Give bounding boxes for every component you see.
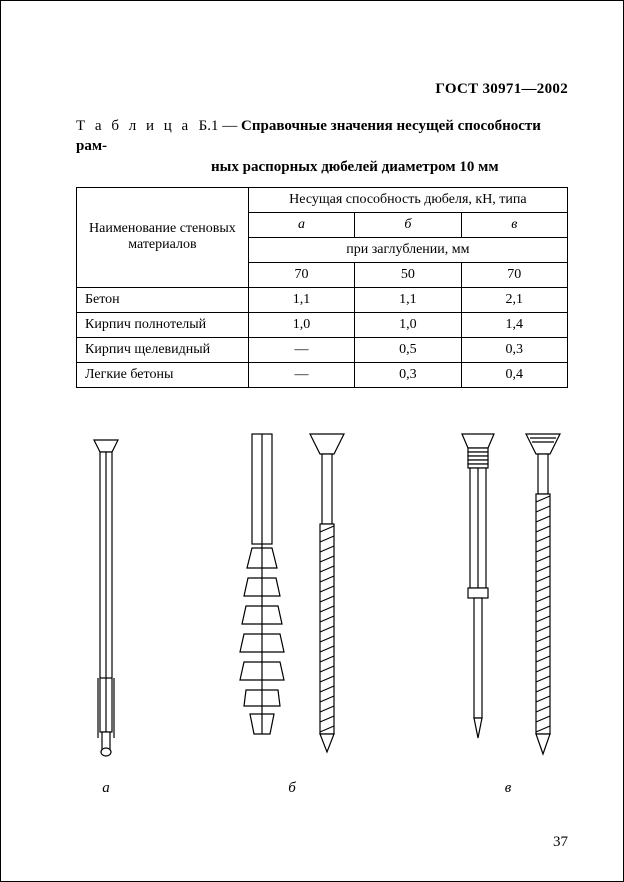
anchor-v-icon <box>448 428 568 768</box>
title-number: Б.1 <box>199 118 219 134</box>
title-text-2: ных распорных дюбелей диаметром 10 мм <box>76 159 499 175</box>
row-name: Бетон <box>77 287 249 312</box>
cell: 0,3 <box>355 362 461 387</box>
figure-v: в <box>448 428 568 797</box>
figure-a: а <box>76 428 136 797</box>
title-sep: — <box>222 118 237 134</box>
table-title: Т а б л и ц а Б.1 — Справочные значения … <box>76 116 568 177</box>
figure-row: а <box>76 428 568 797</box>
figure-b: б <box>232 428 352 797</box>
cell: 2,1 <box>461 287 567 312</box>
figure-label-b: б <box>232 780 352 797</box>
figure-label-a: а <box>76 780 136 797</box>
cell: 0,4 <box>461 362 567 387</box>
cell: 1,1 <box>355 287 461 312</box>
title-word-table: Т а б л и ц а <box>76 118 191 134</box>
group-header: Несущая способность дюбеля, кН, типа <box>248 187 567 212</box>
page: ГОСТ 30971—2002 Т а б л и ц а Б.1 — Спра… <box>0 0 624 882</box>
depth-2: 70 <box>461 262 567 287</box>
type-a: а <box>248 212 354 237</box>
figure-label-v: в <box>448 780 568 797</box>
cell: 1,4 <box>461 312 567 337</box>
table-row: Легкие бетоны — 0,3 0,4 <box>77 362 568 387</box>
row-name: Кирпич полнотелый <box>77 312 249 337</box>
cell: 0,5 <box>355 337 461 362</box>
cell: 1,1 <box>248 287 354 312</box>
table-row: Кирпич полнотелый 1,0 1,0 1,4 <box>77 312 568 337</box>
depth-header: при заглублении, мм <box>248 237 567 262</box>
cell: 1,0 <box>248 312 354 337</box>
cell: 1,0 <box>355 312 461 337</box>
page-number: 37 <box>553 834 568 851</box>
type-b: б <box>355 212 461 237</box>
anchor-b-icon <box>232 428 352 768</box>
table-row: Кирпич щелевидный — 0,5 0,3 <box>77 337 568 362</box>
depth-1: 50 <box>355 262 461 287</box>
data-table: Наименование стеновых материалов Несущая… <box>76 187 568 388</box>
cell: 0,3 <box>461 337 567 362</box>
standard-code: ГОСТ 30971—2002 <box>76 81 568 98</box>
cell: — <box>248 362 354 387</box>
cell: — <box>248 337 354 362</box>
col1-header: Наименование стеновых материалов <box>77 187 249 287</box>
depth-0: 70 <box>248 262 354 287</box>
anchor-a-icon <box>76 428 136 768</box>
type-v: в <box>461 212 567 237</box>
row-name: Кирпич щелевидный <box>77 337 249 362</box>
row-name: Легкие бетоны <box>77 362 249 387</box>
table-row: Бетон 1,1 1,1 2,1 <box>77 287 568 312</box>
